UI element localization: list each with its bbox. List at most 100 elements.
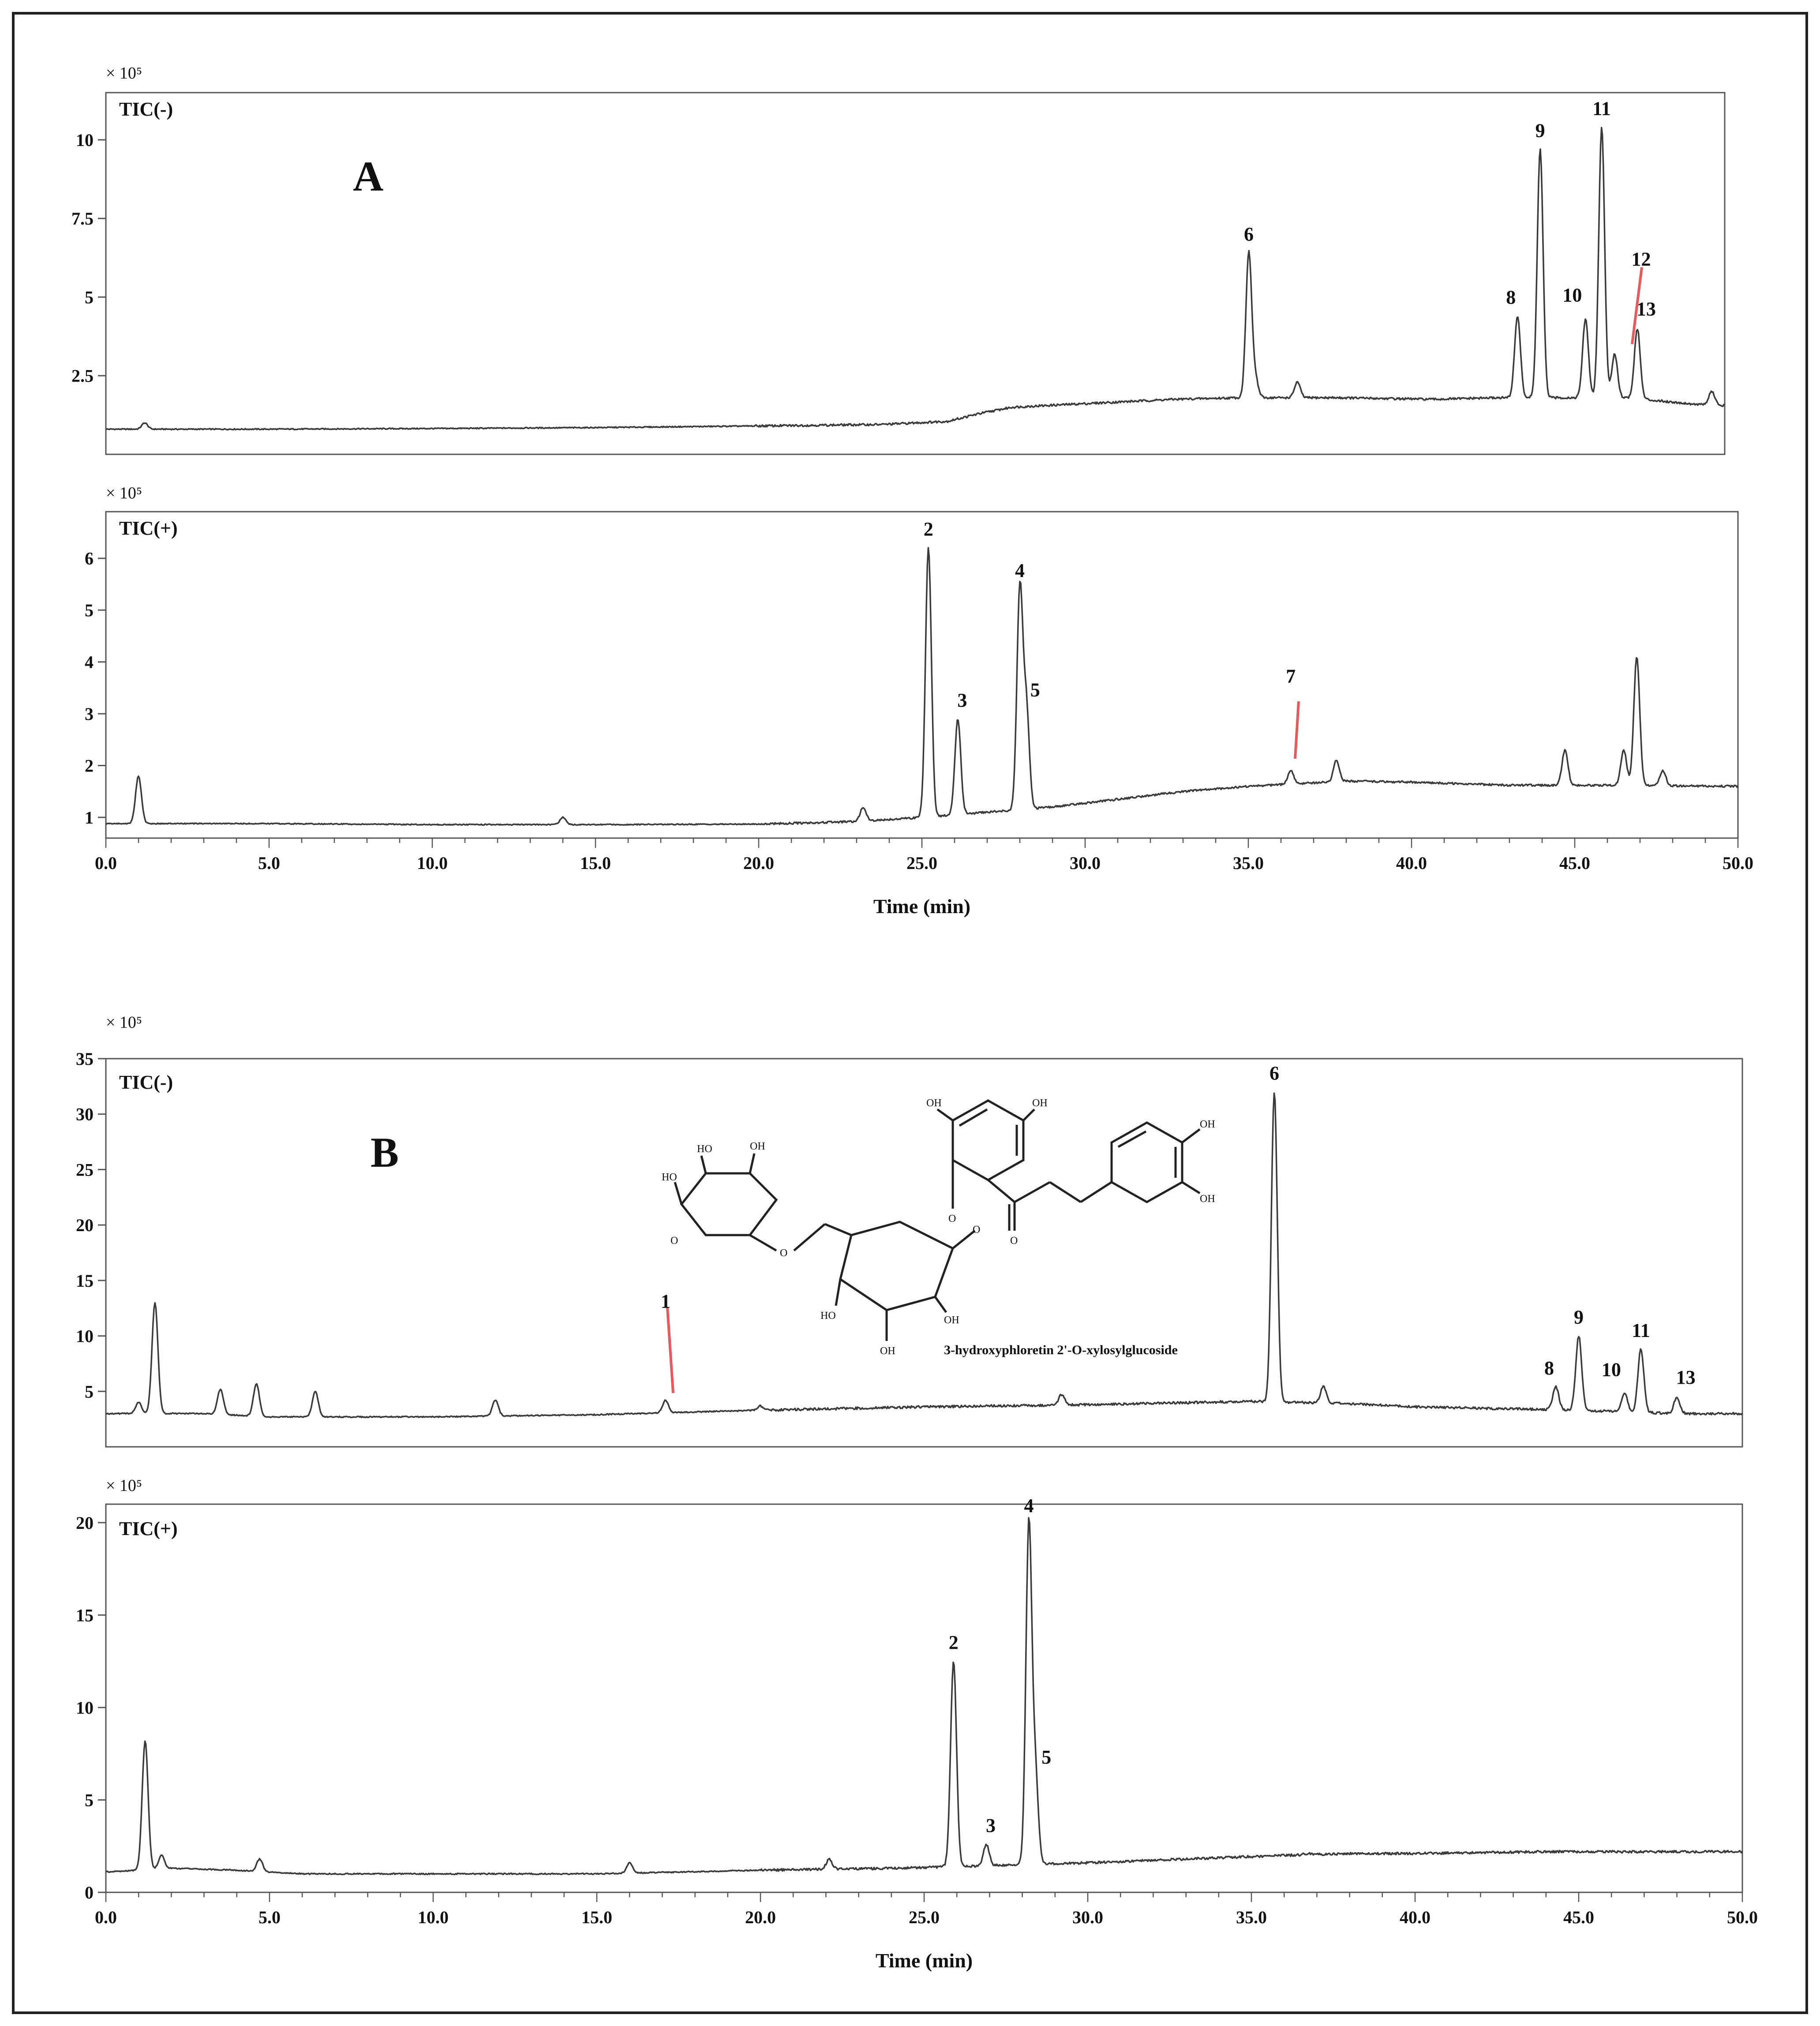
chromatogram-trace bbox=[105, 547, 1739, 826]
atom-label: O bbox=[670, 1235, 678, 1247]
bond-oh-a1 bbox=[936, 1108, 954, 1122]
chart-b-tic-positive: 0 5 10 15 20 × 10⁵ TIC(+) 0.0 5.0 10.0 15.0 20.0 25.… bbox=[76, 1476, 1758, 1972]
tic-mode-label: TIC(+) bbox=[119, 517, 178, 539]
y-scale-label: × 10⁵ bbox=[106, 64, 142, 82]
x-tick-label: 30.0 bbox=[1070, 853, 1101, 873]
bond-oh-g2 bbox=[835, 1279, 842, 1306]
bond-chain-2 bbox=[1049, 1181, 1082, 1203]
bond-xyl-o bbox=[749, 1234, 777, 1252]
x-tick-label: 40.0 bbox=[1396, 853, 1427, 873]
peak-label-13: 13 bbox=[1676, 1367, 1696, 1388]
peak-label-6: 6 bbox=[1270, 1062, 1279, 1084]
chromatogram-trace bbox=[105, 1092, 1743, 1419]
x-tick-label: 0.0 bbox=[95, 853, 117, 873]
annotation-line-12 bbox=[1631, 267, 1643, 345]
y-tick-label: 6 bbox=[85, 549, 94, 569]
y-scale-label: × 10⁵ bbox=[106, 1013, 142, 1032]
annotation-line-1 bbox=[666, 1307, 674, 1393]
peak-label-5: 5 bbox=[1030, 679, 1040, 700]
tic-mode-label: TIC(+) bbox=[119, 1518, 178, 1539]
chart-a-tic-negative: 2.5 5 7.5 10 × 10⁵ TIC(-) 6 8 9 10 11 12 13 bbox=[71, 64, 1726, 455]
chromatogram-trace bbox=[105, 127, 1725, 431]
x-tick-label: 25.0 bbox=[909, 1907, 940, 1927]
x-tick-label: 45.0 bbox=[1559, 853, 1590, 873]
y-tick-label: 5 bbox=[85, 600, 94, 620]
bond-oh-g3 bbox=[934, 1296, 947, 1313]
x-tick-label: 15.0 bbox=[581, 1907, 612, 1927]
x-tick-label: 40.0 bbox=[1400, 1907, 1431, 1927]
x-tick-label: 5.0 bbox=[258, 1907, 281, 1927]
chemical-structure bbox=[674, 1099, 1201, 1341]
y-tick-label: 7.5 bbox=[71, 209, 94, 228]
y-tick-label: 30 bbox=[76, 1105, 94, 1124]
peak-label-3: 3 bbox=[986, 1815, 996, 1836]
y-tick-label: 25 bbox=[76, 1160, 94, 1180]
peak-label-9: 9 bbox=[1574, 1307, 1584, 1328]
peak-label-12: 12 bbox=[1631, 248, 1651, 270]
structure-caption: 3-hydroxyphloretin 2'-O-xylosylglucoside bbox=[944, 1343, 1178, 1357]
bond-chain-1 bbox=[1014, 1181, 1051, 1203]
annotation-line-7 bbox=[1294, 701, 1300, 759]
y-scale-label: × 10⁵ bbox=[106, 484, 142, 502]
atom-label: OH bbox=[926, 1097, 942, 1109]
x-tick-label: 50.0 bbox=[1727, 1907, 1758, 1927]
atom-label: OH bbox=[750, 1141, 765, 1152]
y-tick-label: 10 bbox=[76, 1326, 94, 1346]
bond-oh-a2 bbox=[1022, 1108, 1035, 1121]
x-tick-label: 10.0 bbox=[418, 1907, 449, 1927]
chromatogram-trace bbox=[105, 1517, 1743, 1876]
bond-ch2-glc bbox=[824, 1223, 852, 1236]
chart-a-tic-positive: 1 2 3 4 5 6 × 10⁵ TIC(+) 0.0 5.0 10.0 15.0 20.0 25.0 3… bbox=[85, 484, 1753, 918]
y-tick-label: 5 bbox=[85, 287, 94, 307]
y-tick-label: 20 bbox=[76, 1215, 94, 1235]
peak-label-6: 6 bbox=[1244, 224, 1254, 245]
y-tick-label: 15 bbox=[76, 1271, 94, 1291]
peak-label-11: 11 bbox=[1592, 97, 1611, 119]
peak-label-3: 3 bbox=[957, 689, 967, 711]
x-tick-label: 45.0 bbox=[1563, 1907, 1594, 1927]
y-tick-label: 4 bbox=[85, 652, 94, 672]
bond-oh-x2 bbox=[749, 1153, 756, 1174]
atom-label: OH bbox=[1200, 1193, 1215, 1205]
y-tick-label: 2 bbox=[85, 756, 94, 776]
atom-label: OH bbox=[880, 1345, 895, 1357]
peak-label-5: 5 bbox=[1041, 1746, 1051, 1768]
chemical-structure-atoms: OH OH OH OH HO HO HO O O O O O OH OH OH … bbox=[662, 1097, 1215, 1357]
tic-mode-label: TIC(-) bbox=[119, 1071, 173, 1093]
y-tick-label: 15 bbox=[76, 1605, 94, 1625]
atom-label: O bbox=[948, 1213, 956, 1225]
atom-label: OH bbox=[1200, 1119, 1215, 1130]
peak-label-4: 4 bbox=[1024, 1495, 1034, 1517]
x-tick-label: 20.0 bbox=[745, 1907, 776, 1927]
peak-label-4: 4 bbox=[1015, 560, 1025, 581]
panel-label-b: B bbox=[371, 1129, 399, 1176]
atom-label: O bbox=[1010, 1235, 1018, 1247]
peak-label-10: 10 bbox=[1602, 1359, 1621, 1380]
bond-oh-x1 bbox=[700, 1155, 707, 1174]
panel-label-a: A bbox=[353, 153, 383, 200]
y-tick-label: 20 bbox=[76, 1513, 94, 1533]
y-tick-label: 2.5 bbox=[71, 366, 94, 386]
x-axis-title: Time (min) bbox=[873, 895, 970, 918]
x-tick-label: 10.0 bbox=[417, 853, 448, 873]
y-scale-label: × 10⁵ bbox=[106, 1476, 142, 1495]
aryl-double-1 bbox=[959, 1108, 988, 1127]
bond-chain-3 bbox=[1080, 1181, 1112, 1203]
x-tick-label: 20.0 bbox=[743, 853, 774, 873]
y-tick-label: 35 bbox=[76, 1049, 94, 1069]
plot-frame bbox=[105, 92, 1726, 455]
bond-oh-b1 bbox=[1181, 1128, 1201, 1143]
peak-label-10: 10 bbox=[1562, 284, 1582, 306]
x-axis-title: Time (min) bbox=[876, 1949, 973, 1972]
x-tick-label: 35.0 bbox=[1233, 853, 1264, 873]
atom-label: HO bbox=[662, 1172, 677, 1183]
x-tick-label: 30.0 bbox=[1072, 1907, 1103, 1927]
x-tick-label: 5.0 bbox=[258, 853, 280, 873]
peak-label-2: 2 bbox=[949, 1632, 959, 1653]
x-tick-label: 25.0 bbox=[906, 853, 937, 873]
atom-label: HO bbox=[820, 1310, 836, 1322]
figure-frame bbox=[12, 12, 1808, 2014]
y-tick-label: 5 bbox=[85, 1790, 94, 1810]
bond-oh-x3 bbox=[674, 1182, 683, 1205]
